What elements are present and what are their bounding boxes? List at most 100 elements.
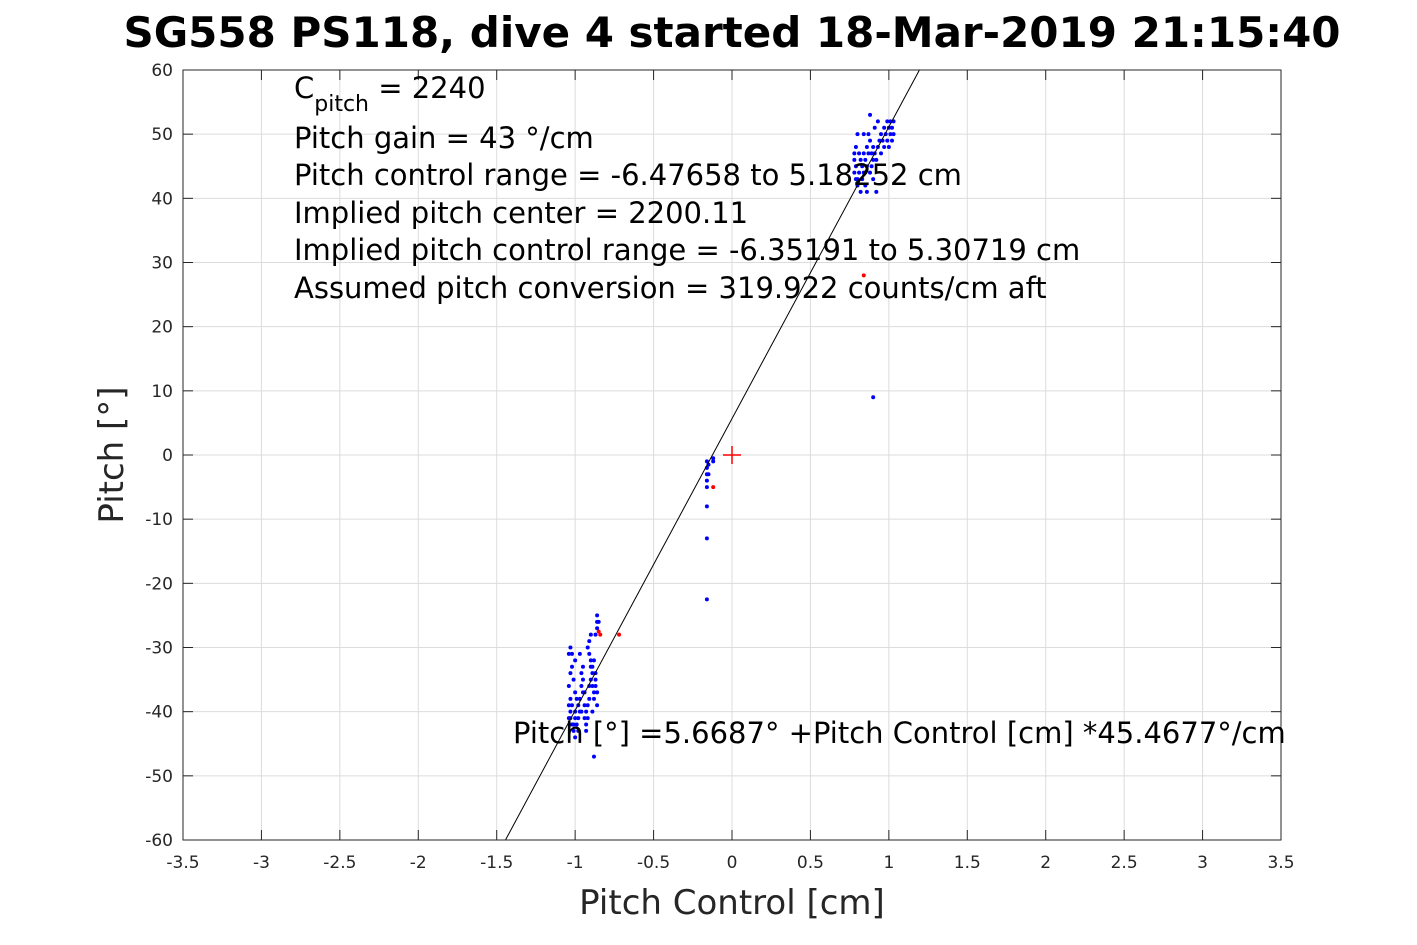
data-point-blue <box>577 651 582 656</box>
y-tick-label: -60 <box>145 831 173 851</box>
y-tick-label: 50 <box>151 125 173 145</box>
data-point-blue <box>885 119 890 124</box>
data-point-blue <box>869 151 874 156</box>
data-point-blue <box>869 164 874 169</box>
data-point-blue <box>590 664 595 669</box>
data-point-blue <box>706 472 711 477</box>
data-point-red <box>617 632 622 637</box>
x-tick-label: 1 <box>883 853 894 873</box>
x-tick-label: -3.5 <box>166 853 199 873</box>
cpitch-value: = 2240 <box>369 71 486 105</box>
data-point-blue <box>570 703 575 708</box>
data-point-blue <box>590 684 595 688</box>
data-point-red <box>861 273 866 278</box>
data-point-blue <box>580 677 585 682</box>
x-tick-label: -1 <box>567 853 584 873</box>
data-point-red <box>598 632 603 637</box>
annotation-conversion: Assumed pitch conversion = 319.922 count… <box>294 271 1047 305</box>
data-point-blue <box>853 164 858 169</box>
reference-marker-group <box>723 446 741 464</box>
y-tick-label: -30 <box>145 639 173 659</box>
data-point-blue <box>587 639 592 644</box>
data-point-blue <box>579 684 584 688</box>
x-tick-label: 2 <box>1040 853 1051 873</box>
data-point-blue <box>704 485 709 490</box>
data-point-blue <box>882 145 887 149</box>
data-point-blue <box>596 619 601 624</box>
data-point-blue <box>852 170 857 175</box>
data-point-blue <box>591 658 596 663</box>
data-point-blue <box>852 151 857 156</box>
data-point-blue <box>874 157 879 162</box>
x-axis-label: Pitch Control [cm] <box>579 883 885 923</box>
data-point-blue <box>573 658 578 663</box>
data-point-blue <box>868 112 873 117</box>
data-point-blue <box>711 459 716 464</box>
data-point-blue <box>858 157 863 162</box>
data-point-blue <box>587 696 592 701</box>
y-tick-label: 60 <box>151 61 173 81</box>
x-tick-label: -3 <box>253 853 270 873</box>
annotation-control-range: Pitch control range = -6.47658 to 5.1825… <box>294 158 962 192</box>
axis-ticks <box>182 69 1282 841</box>
data-point-blue <box>590 671 595 676</box>
data-point-blue <box>585 716 590 721</box>
cpitch-base: C <box>294 71 314 105</box>
data-point-blue <box>595 613 600 618</box>
data-point-blue <box>866 151 871 156</box>
data-point-blue <box>570 664 575 669</box>
chart-title: SG558 PS118, dive 4 started 18-Mar-2019 … <box>123 8 1340 57</box>
data-point-blue <box>875 119 880 124</box>
y-tick-label: -40 <box>145 703 173 723</box>
data-point-blue <box>704 597 709 602</box>
x-tick-label: 0 <box>727 853 738 873</box>
data-point-blue <box>857 151 862 156</box>
data-point-blue <box>593 677 598 682</box>
data-point-blue <box>868 138 873 143</box>
data-point-blue <box>868 170 873 175</box>
x-tick-label: 0.5 <box>797 853 824 873</box>
data-point-blue <box>568 645 573 650</box>
data-point-blue <box>885 138 890 143</box>
data-point-blue <box>595 690 600 695</box>
data-point-blue <box>889 125 894 130</box>
data-point-blue <box>891 132 896 137</box>
data-point-blue <box>591 690 596 695</box>
data-point-blue <box>573 716 578 721</box>
data-point-blue <box>882 125 887 130</box>
data-point-blue <box>571 728 576 733</box>
y-tick-label: 20 <box>151 318 173 338</box>
data-point-blue <box>574 696 579 701</box>
data-point-blue <box>566 684 571 688</box>
data-point-blue <box>863 183 868 188</box>
data-point-blue <box>857 170 862 175</box>
data-point-blue <box>591 754 596 759</box>
data-point-red <box>711 485 716 490</box>
data-point-blue <box>582 716 587 721</box>
y-tick-label: 40 <box>151 189 173 209</box>
x-tick-label: -2.5 <box>323 853 356 873</box>
data-point-blue <box>584 722 589 727</box>
data-point-blue <box>588 632 593 637</box>
annotation-implied-center: Implied pitch center = 2200.11 <box>294 196 748 230</box>
x-tick-label: -0.5 <box>637 853 670 873</box>
data-point-blue <box>573 690 578 695</box>
data-point-blue <box>579 671 584 676</box>
data-point-blue <box>704 536 709 541</box>
data-point-blue <box>858 189 863 194</box>
data-points <box>566 112 896 759</box>
data-point-blue <box>871 145 876 149</box>
data-point-blue <box>590 709 595 714</box>
data-point-blue <box>584 709 589 714</box>
data-point-blue <box>571 677 576 682</box>
annotation-implied-range: Implied pitch control range = -6.35191 t… <box>294 233 1080 267</box>
data-point-blue <box>872 125 877 130</box>
y-tick-label: 0 <box>162 446 173 466</box>
y-tick-label: -50 <box>145 767 173 787</box>
data-point-blue <box>591 696 596 701</box>
y-tick-label: 30 <box>151 254 173 274</box>
data-point-blue <box>570 651 575 656</box>
x-tick-label: 3.5 <box>1267 853 1294 873</box>
data-point-blue <box>566 703 571 708</box>
data-point-blue <box>852 157 857 162</box>
